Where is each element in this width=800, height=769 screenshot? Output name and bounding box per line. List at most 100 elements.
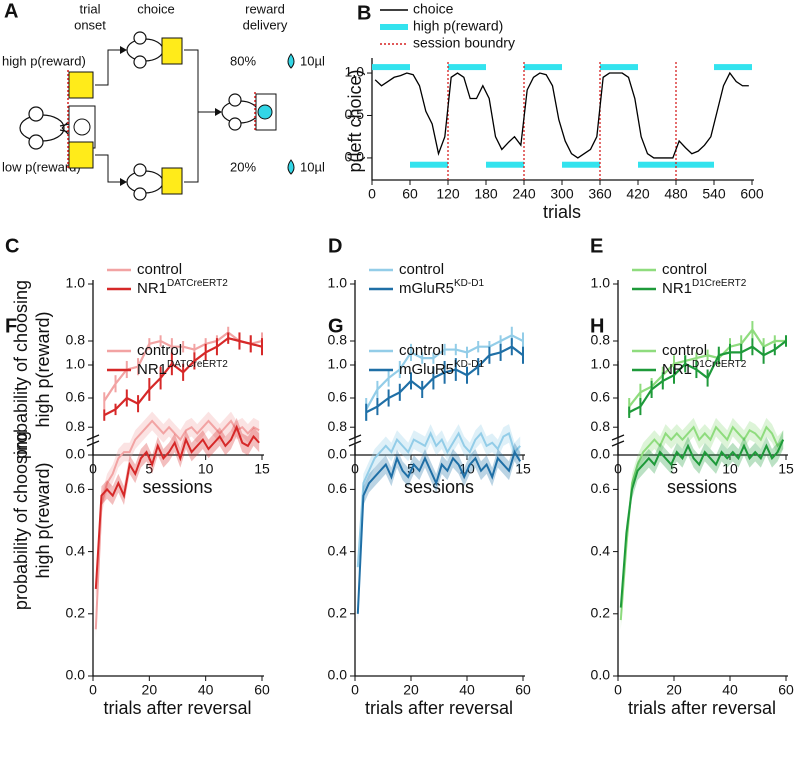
- lever: [68, 71, 94, 99]
- y-tick-label: 0.8: [591, 332, 611, 348]
- y-tick-label: 0.2: [591, 605, 611, 621]
- x-tick-label: 0: [351, 682, 359, 698]
- y-tick-label: 0.0: [328, 667, 348, 683]
- panel-letter: G: [328, 315, 344, 337]
- option-label: low p(reward): [2, 159, 81, 174]
- error-band: [95, 411, 260, 639]
- legend-name: control: [137, 342, 182, 359]
- legend-label: choice: [413, 1, 454, 17]
- panel-a: A trial onset choice reward delivery hig…: [2, 0, 325, 201]
- error-band: [357, 442, 521, 624]
- x-tick-label: 420: [626, 186, 650, 202]
- mouse: [126, 31, 164, 201]
- x-tick-label: 15: [515, 461, 531, 477]
- y-tick-label: 0.4: [66, 542, 86, 558]
- x-axis-label: trials after reversal: [365, 698, 513, 718]
- x-axis-label: trials: [543, 202, 581, 222]
- reward-block: [448, 64, 486, 71]
- series-line: [103, 336, 263, 417]
- x-tick-label: 480: [664, 186, 688, 202]
- legend-label: NR1DATCreERT2: [137, 359, 228, 378]
- arrow: [184, 49, 215, 183]
- y-tick-label: 1.0: [591, 275, 611, 291]
- reward-block: [372, 64, 410, 71]
- lever: [161, 37, 183, 65]
- y-tick-label: 1.0: [591, 356, 611, 372]
- x-tick-label: 120: [436, 186, 460, 202]
- reward-block: [410, 161, 448, 168]
- y-tick-label: 0.6: [591, 389, 611, 405]
- series-line: [619, 425, 784, 621]
- series-line: [365, 345, 524, 414]
- panel-letter: A: [4, 0, 18, 22]
- y-tick-label: 0.0: [66, 446, 86, 462]
- reward-block: [600, 64, 638, 71]
- legend-superscript: D1CreERT2: [692, 278, 747, 289]
- legend-name: NR1: [137, 361, 167, 378]
- panel-letter: D: [328, 235, 342, 257]
- panel-letter: F: [5, 315, 17, 337]
- x-tick-label: 540: [702, 186, 726, 202]
- y-axis-label: p(left choice): [345, 69, 365, 172]
- reward-block: [562, 161, 600, 168]
- legend-name: NR1: [662, 280, 692, 297]
- error-band: [357, 424, 521, 577]
- y-tick-label: 0.2: [66, 605, 86, 621]
- arrowhead: [215, 108, 222, 116]
- y-tick-label: 1.0: [328, 275, 348, 291]
- y-tick-label: 0.0: [345, 149, 365, 165]
- legend-label: control: [399, 261, 444, 278]
- y-tick-label: 0.6: [591, 480, 611, 496]
- x-tick-label: 60: [778, 682, 794, 698]
- y-tick-label: 0.4: [591, 542, 611, 558]
- lever: [161, 167, 183, 195]
- y-tick-label: 0.8: [66, 332, 86, 348]
- series-line: [365, 334, 524, 410]
- legend-label: session boundry: [413, 35, 515, 51]
- reward-block: [524, 64, 562, 71]
- x-tick-label: 600: [740, 186, 764, 202]
- axis: [617, 361, 788, 677]
- series-line: [619, 439, 785, 608]
- legend-superscript: D1CreERT2: [692, 359, 747, 370]
- choice-line: [374, 71, 749, 159]
- y-tick-label: 0.0: [591, 667, 611, 683]
- x-tick-label: 40: [722, 682, 738, 698]
- y-axis-label: probability of choosing: [11, 431, 31, 610]
- x-axis-label: sessions: [404, 477, 474, 497]
- reward-block: [486, 161, 524, 168]
- series-line: [356, 430, 521, 568]
- legend-name: control: [662, 342, 707, 359]
- header: reward: [245, 1, 285, 16]
- y-tick-label: 0.5: [345, 106, 365, 122]
- header: trial: [80, 1, 101, 16]
- y-tick-label: 0.6: [66, 480, 86, 496]
- header: delivery: [243, 17, 288, 32]
- x-tick-label: 15: [778, 461, 794, 477]
- x-axis-label: trials after reversal: [628, 698, 776, 718]
- y-tick-label: 0.8: [66, 418, 86, 434]
- legend-name: mGluR5: [399, 361, 454, 378]
- error-band: [95, 417, 260, 599]
- x-tick-label: 40: [459, 682, 475, 698]
- legend-label: control: [662, 342, 707, 359]
- header: choice: [137, 1, 175, 16]
- y-tick-label: 0.2: [328, 605, 348, 621]
- y-tick-label: 0.0: [66, 667, 86, 683]
- legend-label: mGluR5KD-D1: [399, 359, 484, 378]
- y-tick-label: 1.0: [66, 275, 86, 291]
- x-tick-label: 360: [588, 186, 612, 202]
- x-axis-label: sessions: [667, 477, 737, 497]
- legend-label: control: [399, 342, 444, 359]
- y-tick-label: 0.6: [328, 480, 348, 496]
- probability: 20%: [230, 159, 256, 174]
- panel: D0.00.60.81.00 5 10 15sessionscontrolmGluR5…: [328, 235, 531, 496]
- series-line: [103, 331, 263, 402]
- legend-name: mGluR5: [399, 280, 454, 297]
- legend-name: control: [399, 261, 444, 278]
- y-tick-label: 1.0: [66, 356, 86, 372]
- x-tick-label: 0: [89, 682, 97, 698]
